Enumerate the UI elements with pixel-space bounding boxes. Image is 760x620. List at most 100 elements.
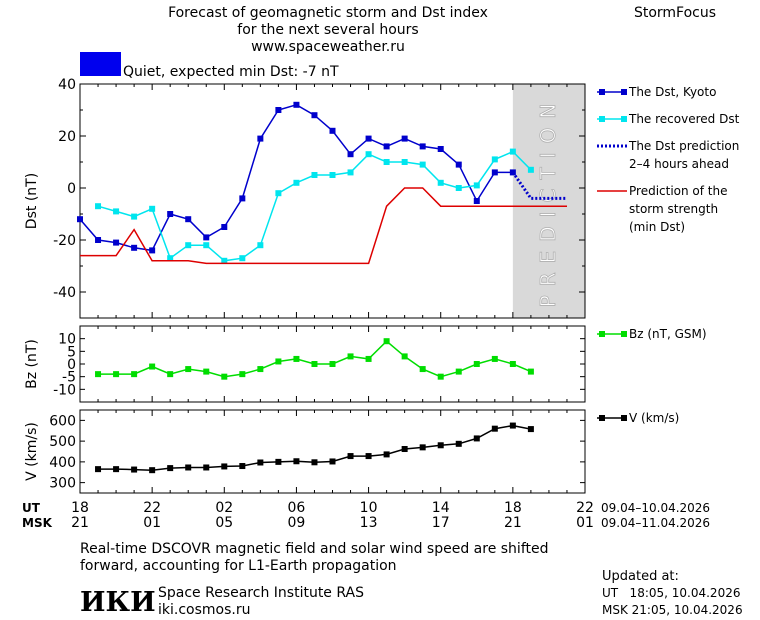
data-point <box>419 161 426 168</box>
data-point <box>401 353 408 360</box>
data-point <box>239 463 246 470</box>
data-point <box>185 366 192 373</box>
data-point <box>257 459 264 466</box>
data-point <box>221 373 228 380</box>
data-point <box>455 368 462 375</box>
msk-tick-label: 01 <box>576 515 594 531</box>
ut-tick-label: 10 <box>360 500 378 516</box>
data-point <box>113 208 120 215</box>
data-point <box>401 159 408 165</box>
data-point <box>419 366 426 373</box>
data-point <box>293 179 300 186</box>
data-point <box>167 371 174 378</box>
msk-tick-label: 09 <box>288 515 306 531</box>
data-point <box>509 422 516 429</box>
legend-marker <box>621 89 627 95</box>
data-point <box>527 368 534 375</box>
data-point <box>77 216 83 223</box>
data-point <box>527 426 534 433</box>
data-point <box>239 195 246 202</box>
data-point <box>257 242 264 249</box>
institute-name: Space Research Institute RAS <box>158 585 364 601</box>
data-point <box>131 371 138 378</box>
y-tick-label: -40 <box>53 285 76 301</box>
data-point <box>473 361 480 367</box>
data-point <box>311 459 318 466</box>
legend-label: storm strength <box>629 202 718 216</box>
msk-tick-label: 05 <box>215 515 233 531</box>
data-point <box>329 127 336 134</box>
data-point <box>329 361 336 367</box>
ut-tick-label: 18 <box>71 500 89 516</box>
data-point <box>113 466 120 473</box>
updated-msk: MSK 21:05, 10.04.2026 <box>602 603 743 617</box>
data-point <box>455 161 462 168</box>
series-line-2 <box>511 171 567 200</box>
data-point <box>131 213 138 220</box>
legend-label: (min Dst) <box>629 220 685 234</box>
data-point <box>113 371 120 378</box>
data-point <box>203 234 210 241</box>
ut-tick-label: 22 <box>143 500 161 516</box>
data-point <box>365 355 372 362</box>
data-point <box>473 435 480 442</box>
data-point <box>95 466 102 473</box>
y-tick-label: 0 <box>67 357 76 373</box>
data-point <box>437 373 444 380</box>
data-point <box>131 466 138 473</box>
ut-axis-label: UT <box>22 501 41 515</box>
brand-name: StormFocus <box>634 5 716 21</box>
data-point <box>311 361 318 367</box>
data-point <box>509 361 516 367</box>
data-point <box>203 242 210 249</box>
y-tick-label: 500 <box>49 434 76 450</box>
data-point <box>509 148 516 155</box>
data-point <box>491 169 498 176</box>
data-point <box>347 169 354 176</box>
series-line-0 <box>79 103 513 252</box>
y-tick-label: 20 <box>58 129 76 145</box>
data-point <box>239 255 246 262</box>
data-point <box>419 444 426 451</box>
dst-panel: PREDICTION 40 20 0 -20 -40 Dst (nT) <box>24 77 586 319</box>
data-point <box>491 156 498 163</box>
legend-marker <box>599 116 605 122</box>
legend-marker <box>621 116 627 122</box>
data-point <box>149 205 156 212</box>
data-point <box>419 143 426 150</box>
y-tick-label: -10 <box>53 382 76 398</box>
data-point <box>437 442 444 449</box>
chart-title-line2: for the next several hours <box>237 22 418 38</box>
plot-frame <box>79 409 586 494</box>
data-point <box>365 135 372 142</box>
footnote-line2: forward, accounting for L1-Earth propaga… <box>80 558 397 574</box>
msk-date-range: 09.04–11.04.2026 <box>601 516 710 530</box>
data-point <box>365 453 372 460</box>
data-point <box>491 355 498 362</box>
y-tick-label: 300 <box>49 476 76 492</box>
data-point <box>275 107 282 113</box>
legend-label: The recovered Dst <box>628 112 740 126</box>
data-point <box>311 112 318 119</box>
ut-tick-label: 14 <box>432 500 450 516</box>
data-point <box>113 239 120 246</box>
y-tick-label: 0 <box>67 181 76 197</box>
data-point <box>257 135 264 142</box>
y-tick-label: -5 <box>62 370 76 386</box>
y-tick-label: 400 <box>49 455 76 471</box>
legend-label: 2–4 hours ahead <box>629 157 729 171</box>
legend-label: V (km/s) <box>629 411 679 425</box>
data-point <box>329 458 336 465</box>
data-point <box>95 371 102 378</box>
updated-ut: UT 18:05, 10.04.2026 <box>602 586 740 600</box>
y-tick-label: 10 <box>58 332 76 348</box>
data-point <box>203 368 210 375</box>
data-point <box>257 366 264 373</box>
ut-date-range: 09.04–10.04.2026 <box>601 501 710 515</box>
data-point <box>347 453 354 460</box>
data-point <box>149 467 156 474</box>
ut-tick-label: 06 <box>288 500 306 516</box>
legend-label: The Dst prediction <box>628 139 739 153</box>
